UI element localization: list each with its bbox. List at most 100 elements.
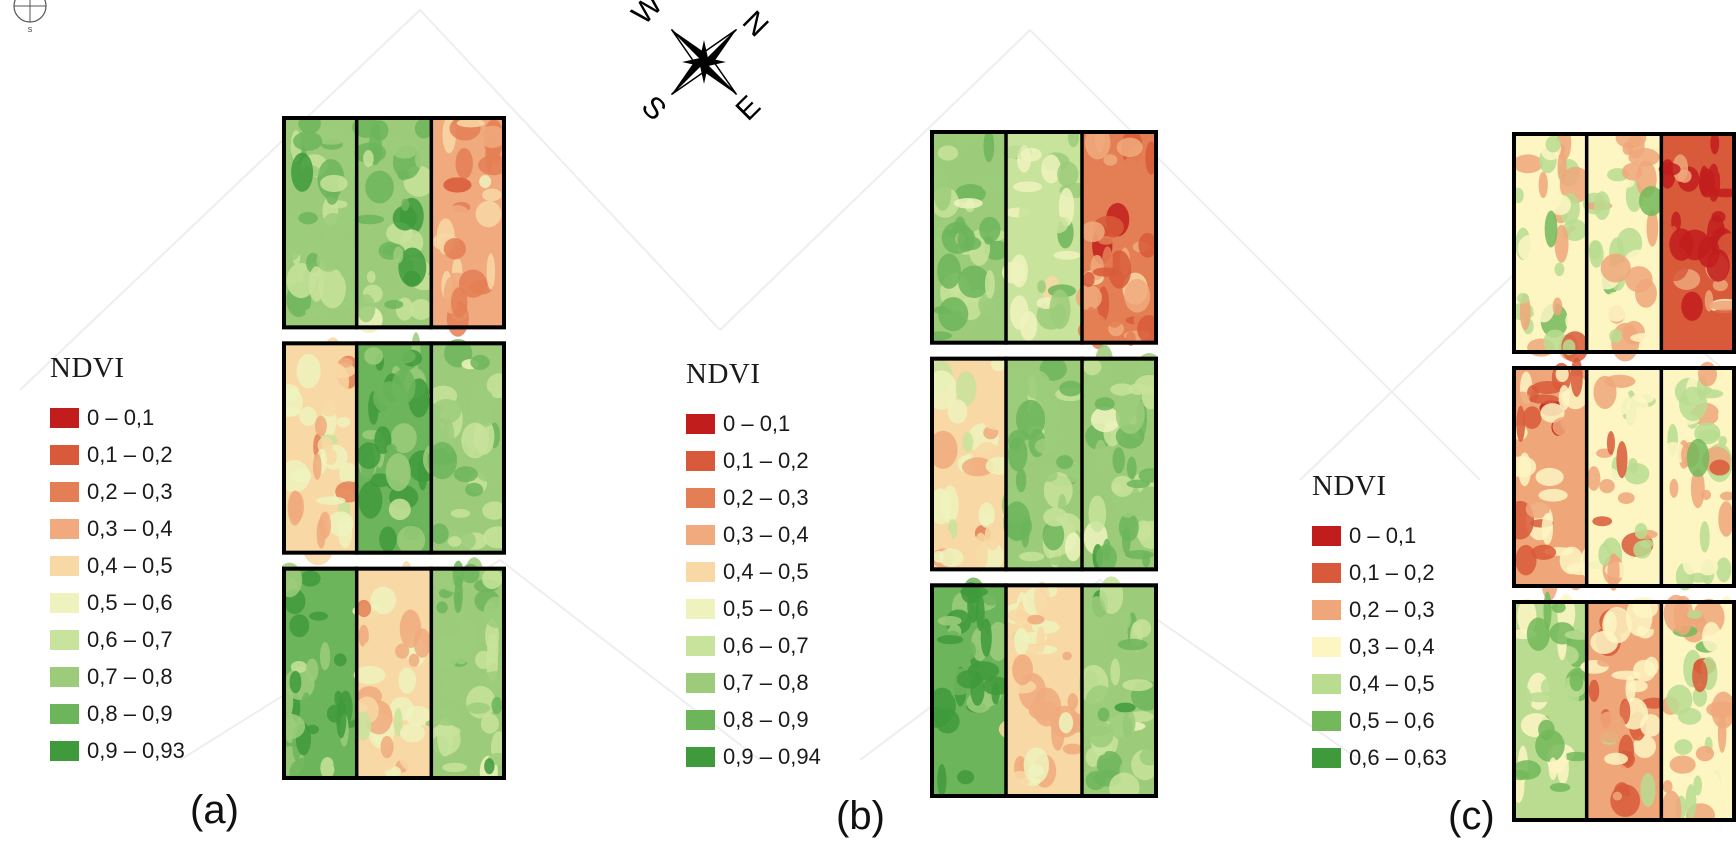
ndvi-patch xyxy=(358,481,383,519)
block-frame xyxy=(930,130,1158,345)
ndvi-patch xyxy=(384,299,404,309)
ndvi-patch xyxy=(947,399,968,424)
ndvi-patch xyxy=(1604,752,1628,765)
ndvi-patch xyxy=(291,468,312,484)
ndvi-patch xyxy=(1041,154,1061,184)
ndvi-patch xyxy=(1570,357,1583,397)
ndvi-patch xyxy=(1138,232,1157,258)
ndvi-patch xyxy=(1058,187,1075,227)
legend-title: NDVI xyxy=(1312,470,1387,502)
legend-label: 0,7 – 0,8 xyxy=(87,663,173,689)
ndvi-patch xyxy=(1600,253,1631,283)
ndvi-patch xyxy=(365,170,394,204)
legend-label: 0,4 – 0,5 xyxy=(1349,670,1435,696)
ndvi-patch xyxy=(1711,691,1736,729)
ndvi-patch xyxy=(1549,622,1576,645)
legend-item: 0,4 – 0,5 xyxy=(50,547,185,584)
ndvi-patch xyxy=(483,596,506,629)
ndvi-patch xyxy=(1030,246,1042,274)
ndvi-patch xyxy=(1587,466,1601,491)
legend-swatch xyxy=(50,407,79,428)
ndvi-patch xyxy=(955,183,986,204)
ndvi-patch xyxy=(1531,544,1557,561)
ndvi-patch xyxy=(1028,700,1058,721)
ndvi-patch xyxy=(1059,380,1083,397)
ndvi-patch xyxy=(398,738,431,773)
ndvi-patch xyxy=(1549,782,1571,792)
ndvi-patch xyxy=(1615,132,1647,149)
legend-swatch xyxy=(686,524,715,545)
ndvi-patch xyxy=(1634,522,1648,540)
ndvi-patch xyxy=(984,240,1009,260)
ndvi-patch xyxy=(1621,163,1643,181)
legend-swatch xyxy=(686,487,715,508)
ndvi-patch xyxy=(1109,772,1140,798)
ndvi-patch xyxy=(1557,151,1567,181)
ndvi-patch xyxy=(961,582,981,604)
panel-a: NDVI 0 – 0,1 0,1 – 0,2 0,2 – 0,3 0,3 – 0,4 0… xyxy=(0,0,560,848)
ndvi-patch xyxy=(1692,659,1708,693)
ndvi-patch xyxy=(1541,512,1554,545)
ndvi-patch xyxy=(937,253,961,289)
ndvi-patch xyxy=(1595,140,1614,163)
legend-label: 0,2 – 0,3 xyxy=(1349,596,1435,622)
legend-swatch xyxy=(1312,562,1341,583)
ndvi-patch xyxy=(1103,154,1118,166)
ndvi-patch xyxy=(1090,406,1121,433)
ndvi-patch xyxy=(1638,185,1664,216)
ndvi-patch xyxy=(388,498,411,521)
ndvi-patch xyxy=(1662,780,1673,793)
block-frame xyxy=(1512,366,1736,588)
ndvi-patch xyxy=(316,248,341,272)
legend-label: 0 – 0,1 xyxy=(723,410,791,436)
ndvi-patch xyxy=(470,354,490,370)
legend-swatch xyxy=(50,703,79,724)
ndvi-patch xyxy=(1516,405,1526,443)
ndvi-patch xyxy=(455,147,473,179)
ndvi-patch xyxy=(1058,712,1074,734)
ndvi-patch xyxy=(454,575,463,613)
ndvi-patch xyxy=(309,611,329,621)
block-frame xyxy=(282,116,506,330)
ndvi-patch xyxy=(1126,456,1137,480)
ndvi-patch xyxy=(491,696,503,715)
ndvi-patch xyxy=(389,349,416,364)
ndvi-patch xyxy=(937,763,947,797)
ndvi-patch xyxy=(962,432,974,452)
ndvi-patch xyxy=(1019,310,1038,341)
ndvi-patch xyxy=(1692,686,1708,707)
legend-swatch xyxy=(50,444,79,465)
ndvi-patch xyxy=(1663,389,1674,417)
ndvi-patch xyxy=(1525,499,1550,519)
ndvi-patch xyxy=(1611,670,1641,680)
ndvi-patch xyxy=(380,735,394,759)
ndvi-patch xyxy=(1107,250,1132,289)
ndvi-patch xyxy=(1516,391,1530,406)
legend-item: 0,4 – 0,5 xyxy=(1312,665,1447,702)
ndvi-patch xyxy=(1698,168,1716,198)
legend-item: 0,1 – 0,2 xyxy=(1312,554,1447,591)
ndvi-patch xyxy=(1716,557,1732,583)
ndvi-patch xyxy=(1674,739,1693,755)
ndvi-patch xyxy=(1660,441,1687,465)
ndvi-patch xyxy=(1713,308,1736,317)
legend-label: 0,8 – 0,9 xyxy=(723,706,809,732)
ndvi-patch xyxy=(1709,300,1736,311)
ndvi-patch xyxy=(450,508,471,518)
ndvi-patch xyxy=(298,116,321,134)
ndvi-patch xyxy=(447,536,462,547)
ndvi-patch xyxy=(1558,384,1570,411)
ndvi-patch xyxy=(1669,755,1696,774)
ndvi-patch xyxy=(1037,280,1047,294)
ndvi-patch xyxy=(1083,358,1102,376)
ndvi-map-c xyxy=(1512,132,1736,822)
ndvi-patch xyxy=(287,490,303,526)
ndvi-patch xyxy=(1678,386,1708,422)
ndvi-patch xyxy=(1597,657,1613,667)
ndvi-patch xyxy=(320,757,335,779)
legend-item: 0,6 – 0,7 xyxy=(50,621,185,658)
ndvi-patch xyxy=(436,601,448,614)
ndvi-patch xyxy=(1555,366,1569,382)
legend-swatch xyxy=(50,666,79,687)
mini-compass-icon: S xyxy=(13,0,47,34)
